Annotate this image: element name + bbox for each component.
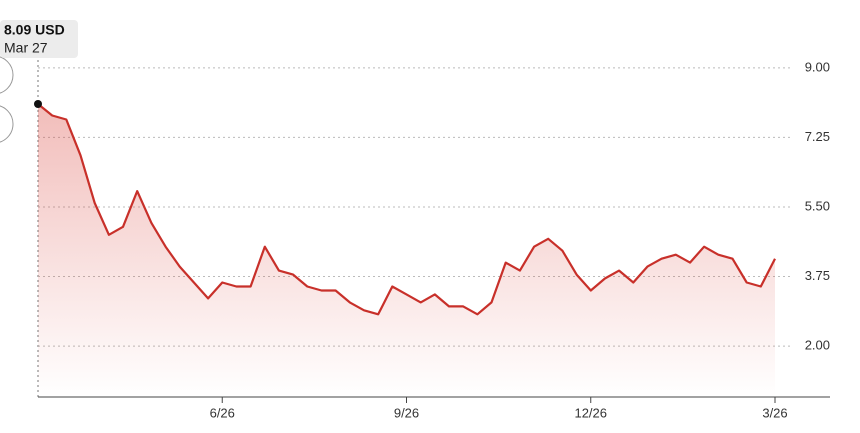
x-tick-label: 3/26: [762, 405, 787, 420]
price-line: [37, 103, 776, 316]
y-tick-label: 2.00: [805, 338, 830, 353]
y-tick-label: 3.75: [805, 268, 830, 283]
y-tick-label: 9.00: [805, 59, 830, 74]
tooltip-value: 8.09 USD: [4, 22, 65, 38]
tooltip: [0, 20, 78, 58]
x-tick-label: 9/26: [394, 405, 419, 420]
y-tick-label: 5.50: [805, 198, 830, 213]
tooltip-date: Mar 27: [4, 40, 48, 56]
area: [38, 104, 775, 397]
y-tick-label: 7.25: [805, 129, 830, 144]
hover-point: [34, 100, 42, 109]
x-tick-label: 6/26: [210, 405, 235, 420]
zoom-button[interactable]: [0, 105, 14, 143]
x-tick-label: 12/26: [574, 405, 607, 420]
zoom-button[interactable]: [0, 56, 14, 94]
